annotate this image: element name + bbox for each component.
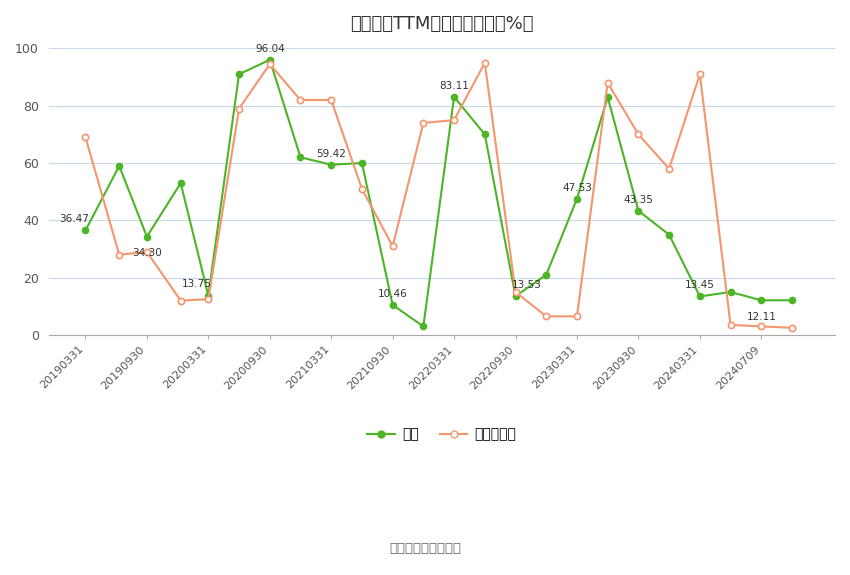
公司 <box>203 292 213 299</box>
Text: 59.42: 59.42 <box>316 148 346 159</box>
Text: 数据来源：恒生聚源: 数据来源：恒生聚源 <box>389 542 461 555</box>
公司 <box>725 289 735 296</box>
行业中位数 <box>142 248 152 255</box>
行业中位数 <box>510 289 520 296</box>
行业中位数 <box>357 185 367 192</box>
行业中位数 <box>418 120 428 126</box>
行业中位数 <box>176 297 186 304</box>
行业中位数 <box>633 131 643 138</box>
公司 <box>234 71 244 78</box>
行业中位数 <box>479 59 490 66</box>
公司 <box>418 323 428 330</box>
Title: 市盈率（TTM）历史百分位（%）: 市盈率（TTM）历史百分位（%） <box>350 15 534 33</box>
公司 <box>326 161 337 168</box>
公司 <box>449 93 459 100</box>
公司 <box>694 293 705 300</box>
公司 <box>264 56 275 63</box>
公司 <box>176 179 186 186</box>
行业中位数 <box>664 166 674 172</box>
行业中位数 <box>756 323 767 330</box>
行业中位数 <box>81 134 91 141</box>
行业中位数 <box>296 97 306 104</box>
公司 <box>664 231 674 238</box>
行业中位数 <box>541 313 552 320</box>
行业中位数 <box>725 321 735 328</box>
公司 <box>787 297 797 304</box>
公司 <box>541 271 552 278</box>
行业中位数 <box>603 79 613 86</box>
行业中位数 <box>449 117 459 124</box>
公司 <box>756 297 767 304</box>
Line: 公司: 公司 <box>82 57 795 329</box>
行业中位数 <box>264 61 275 68</box>
Text: 13.75: 13.75 <box>182 279 212 289</box>
Text: 10.46: 10.46 <box>377 289 407 299</box>
公司 <box>142 233 152 240</box>
行业中位数 <box>572 313 582 320</box>
公司 <box>296 154 306 161</box>
公司 <box>603 94 613 101</box>
行业中位数 <box>114 251 124 258</box>
公司 <box>479 131 490 138</box>
公司 <box>357 160 367 167</box>
Text: 47.53: 47.53 <box>562 183 592 193</box>
Text: 96.04: 96.04 <box>255 44 285 53</box>
Text: 43.35: 43.35 <box>623 195 654 205</box>
Line: 行业中位数: 行业中位数 <box>82 60 795 331</box>
公司 <box>114 163 124 170</box>
行业中位数 <box>326 97 337 104</box>
行业中位数 <box>694 71 705 78</box>
行业中位数 <box>234 105 244 112</box>
行业中位数 <box>203 296 213 302</box>
公司 <box>388 301 398 308</box>
Legend: 公司, 行业中位数: 公司, 行业中位数 <box>362 422 522 447</box>
公司 <box>81 227 91 234</box>
Text: 12.11: 12.11 <box>746 312 776 322</box>
Text: 13.53: 13.53 <box>512 280 541 290</box>
公司 <box>572 196 582 202</box>
行业中位数 <box>787 324 797 331</box>
公司 <box>633 208 643 214</box>
Text: 34.30: 34.30 <box>132 248 162 258</box>
行业中位数 <box>388 243 398 250</box>
Text: 36.47: 36.47 <box>60 214 89 224</box>
Text: 13.45: 13.45 <box>685 281 715 290</box>
Text: 83.11: 83.11 <box>439 81 469 91</box>
公司 <box>510 293 520 300</box>
